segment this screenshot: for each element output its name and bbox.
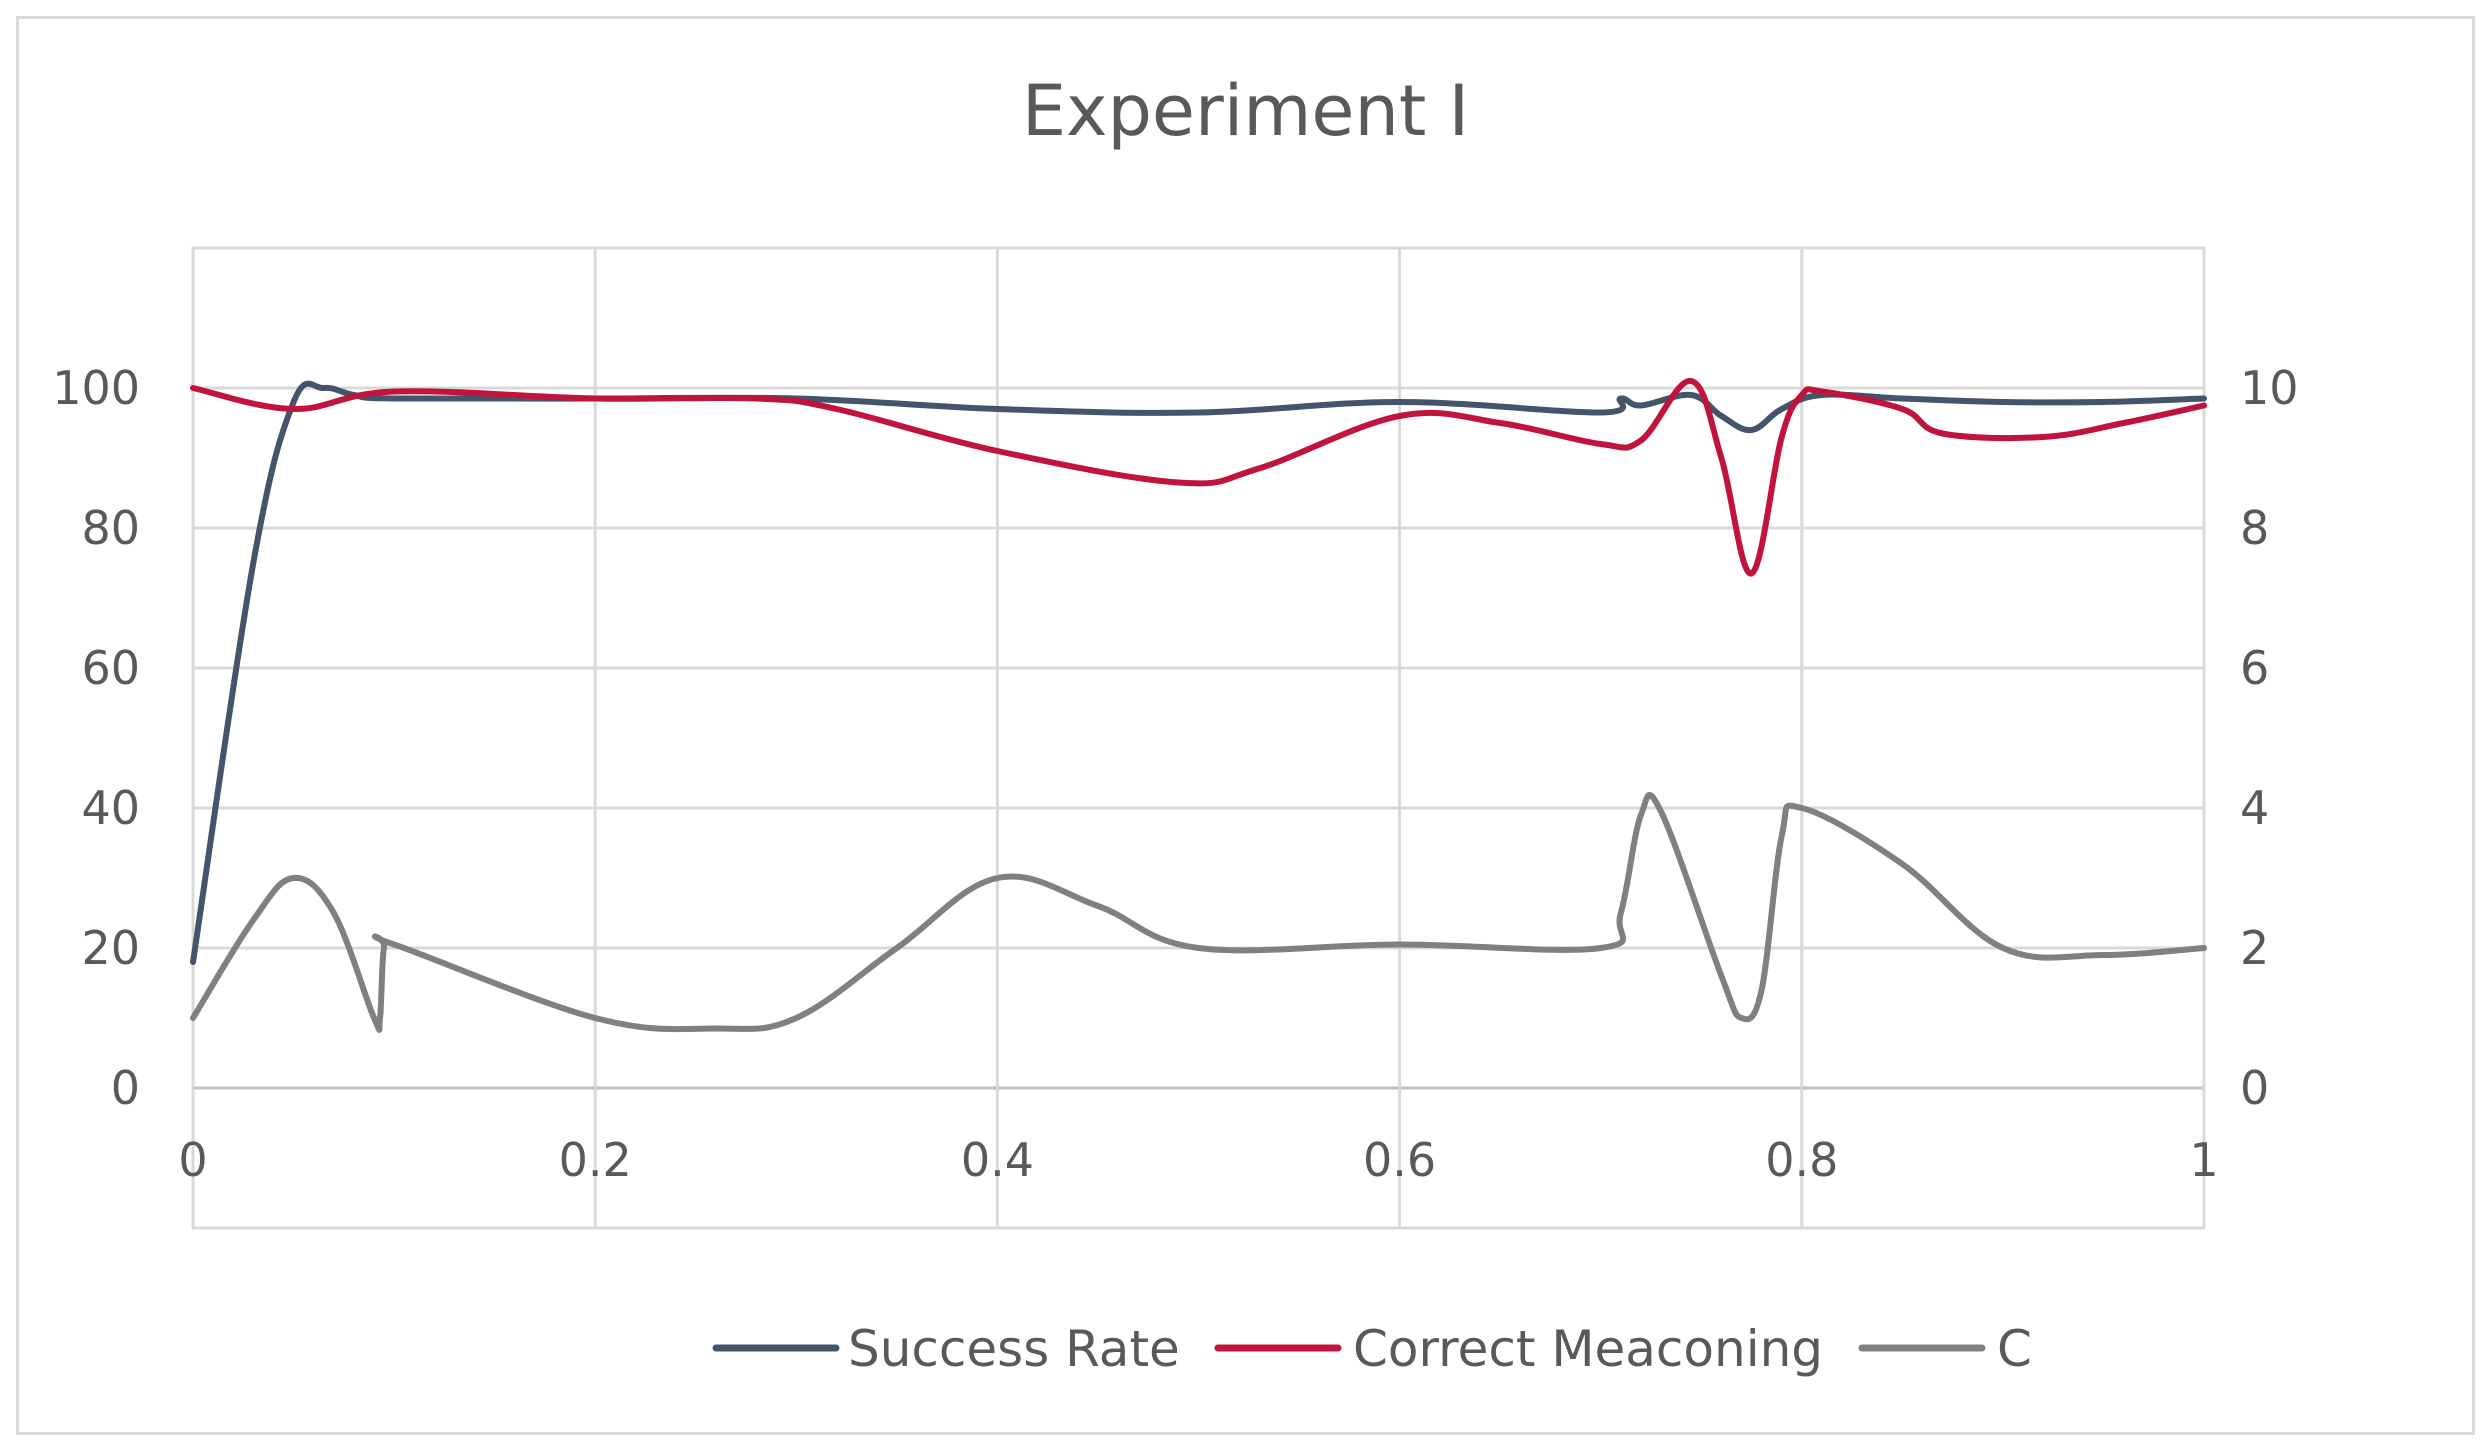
x-tick-label: 0.4 <box>961 1133 1034 1187</box>
legend: Success Rate Correct Meaconing C <box>712 1320 2032 1378</box>
series-line-correct-meaconing <box>190 378 2207 577</box>
y-left-tick-label: 40 <box>81 781 140 835</box>
legend-label-success-rate: Success Rate <box>848 1320 1180 1378</box>
y-left-tick-label: 100 <box>52 361 140 415</box>
y-right-tick-label: 4 <box>2240 781 2269 835</box>
series-line-c <box>190 792 2207 1033</box>
y-left-tick-label: 60 <box>81 641 140 695</box>
legend-label-correct-meaconing: Correct Meaconing <box>1353 1320 1823 1378</box>
y-right-tick-label: 2 <box>2240 921 2269 975</box>
y-right-tick-label: 8 <box>2240 501 2269 555</box>
x-tick-label: 1 <box>2189 1133 2218 1187</box>
chart-frame <box>16 16 2475 1435</box>
x-tick-label: 0.2 <box>559 1133 632 1187</box>
chart-title: Experiment I <box>1021 70 1470 152</box>
x-tick-label: 0.8 <box>1765 1133 1838 1187</box>
series-layer <box>190 378 2207 1033</box>
y-left-tick-label: 20 <box>81 921 140 975</box>
x-tick-label: 0 <box>178 1133 207 1187</box>
y-right-tick-label: 0 <box>2240 1061 2269 1115</box>
series-line-success-rate <box>190 380 2207 965</box>
y-left-tick-label: 80 <box>81 501 140 555</box>
y-right-tick-label: 10 <box>2240 361 2299 415</box>
y-right-tick-label: 6 <box>2240 641 2269 695</box>
x-tick-label: 0.6 <box>1363 1133 1436 1187</box>
legend-label-c: C <box>1997 1320 2032 1378</box>
y-left-tick-label: 0 <box>111 1061 140 1115</box>
